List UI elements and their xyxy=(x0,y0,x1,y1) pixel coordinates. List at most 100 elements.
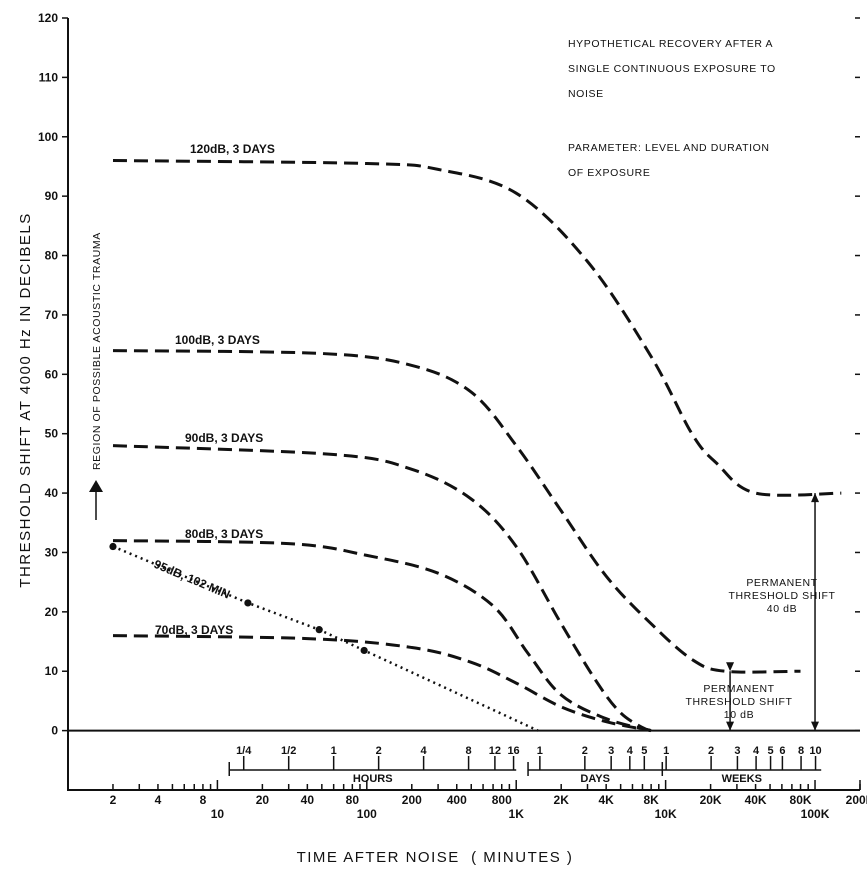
time-tick-label: 16 xyxy=(507,745,519,757)
time-tick-label: 4 xyxy=(627,745,634,757)
x-tick-label: 800 xyxy=(492,793,512,807)
x-tick-label: 4K xyxy=(598,793,614,807)
series-marker xyxy=(244,599,252,607)
time-tick-label: 2 xyxy=(708,745,714,757)
series-label: 90dB, 3 DAYS xyxy=(185,431,263,445)
y-axis-ticks: 0 10 20 30 40 50 60 70 80 90 100 110 120 xyxy=(38,11,860,738)
y-tick-label: 0 xyxy=(51,724,58,738)
x-tick-label: 10K xyxy=(655,807,677,821)
y-tick-label: 50 xyxy=(45,427,59,441)
y-tick-label: 100 xyxy=(38,130,58,144)
pts-40-arrow-head-bottom xyxy=(811,721,820,731)
time-tick-label: 10 xyxy=(809,745,821,757)
y-axis-title: THRESHOLD SHIFT AT 4000 Hz IN DECIBELS xyxy=(17,212,34,587)
axes-border xyxy=(67,18,860,791)
parameter-note-line: PARAMETER: LEVEL AND DURATION xyxy=(568,142,770,154)
x-tick-label: 40 xyxy=(301,793,315,807)
y-tick-label: 80 xyxy=(45,249,59,263)
time-tick-label: 6 xyxy=(779,745,785,757)
region-arrow-head xyxy=(89,480,103,492)
annotations: THRESHOLD SHIFT AT 4000 Hz IN DECIBELS T… xyxy=(17,38,835,866)
time-unit-label: DAYS xyxy=(580,773,610,785)
x-tick-label: 100 xyxy=(357,807,377,821)
time-tick-label: 5 xyxy=(768,745,774,757)
x-tick-label: 400 xyxy=(447,793,467,807)
pts-10-arrow-head-top xyxy=(726,662,735,672)
time-tick-label: 3 xyxy=(734,745,740,757)
y-tick-label: 70 xyxy=(45,308,59,322)
x-tick-label: 40K xyxy=(745,793,767,807)
time-tick-label: 8 xyxy=(798,745,804,757)
x-tick-label: 20 xyxy=(256,793,270,807)
x-tick-label: 200 xyxy=(402,793,422,807)
y-tick-label: 40 xyxy=(45,486,59,500)
time-unit-label: WEEKS xyxy=(722,773,762,785)
series-line xyxy=(112,159,842,497)
pts-40-label-line: THRESHOLD SHIFT xyxy=(728,590,835,602)
time-tick-label: 5 xyxy=(641,745,647,757)
series-label: 80dB, 3 DAYS xyxy=(185,527,263,541)
parameter-note-line: OF EXPOSURE xyxy=(568,167,650,179)
time-tick-label: 1 xyxy=(537,745,543,757)
y-tick-label: 120 xyxy=(38,11,58,25)
pts-10-arrow-head-bottom xyxy=(726,721,735,731)
pts-10-label-line: PERMANENT xyxy=(703,683,774,695)
x-tick-label: 8K xyxy=(643,793,659,807)
x-tick-label: 8 xyxy=(200,793,207,807)
x-tick-label: 2K xyxy=(554,793,570,807)
series-line xyxy=(112,634,652,733)
y-tick-label: 110 xyxy=(39,70,59,84)
pts-40-label-line: PERMANENT xyxy=(746,577,817,589)
time-tick-label: 4 xyxy=(421,745,428,757)
series-line xyxy=(112,539,652,733)
series-marker xyxy=(109,542,117,551)
chart-title-line: NOISE xyxy=(568,88,604,100)
time-tick-label: 3 xyxy=(608,745,614,757)
series-label: 120dB, 3 DAYS xyxy=(190,142,275,156)
time-unit-label: HOURS xyxy=(353,773,393,785)
y-tick-label: 20 xyxy=(45,605,59,619)
series-line xyxy=(112,349,801,674)
x-tick-label: 2 xyxy=(110,793,117,807)
axes-frame xyxy=(67,18,860,791)
time-tick-label: 2 xyxy=(582,745,588,757)
time-tick-label: 4 xyxy=(753,745,760,757)
series-label: 95dB, 102 MIN xyxy=(152,557,232,602)
x-tick-label: 80 xyxy=(346,793,360,807)
y-tick-label: 10 xyxy=(45,664,59,678)
pts-40-label-line: 40 dB xyxy=(767,603,797,615)
x-tick-label: 100K xyxy=(801,807,830,821)
pts-10-label-line: THRESHOLD SHIFT xyxy=(685,696,792,708)
x-tick-label: 200K xyxy=(846,793,867,807)
pts-40-arrow-head-top xyxy=(811,493,820,503)
chart-title-line: SINGLE CONTINUOUS EXPOSURE TO xyxy=(568,63,776,75)
series-line xyxy=(112,444,652,733)
x-tick-label: 80K xyxy=(790,793,812,807)
y-tick-label: 60 xyxy=(45,367,59,381)
x-tick-label: 4 xyxy=(155,793,162,807)
y-tick-label: 30 xyxy=(45,545,59,559)
x-axis-title: TIME AFTER NOISE ( MINUTES ) xyxy=(297,849,574,866)
time-tick-label: 8 xyxy=(466,745,472,757)
recovery-curves: 120dB, 3 DAYS 100dB, 3 DAYS 90dB, 3 DAYS 80… xyxy=(109,142,842,733)
x-axis-ticks: 2 4 8 20 40 80 200 400 800 2K 4K 8K 20K 40K 80K 200K 10 1… xyxy=(110,780,867,821)
time-tick-label: 1/4 xyxy=(236,745,252,757)
series-label: 70dB, 3 DAYS xyxy=(155,623,233,637)
time-tick-label: 1/2 xyxy=(281,745,296,757)
y-tick-label: 90 xyxy=(45,189,59,203)
time-tick-label: 1 xyxy=(663,745,669,757)
x-tick-label: 20K xyxy=(700,793,722,807)
time-tick-label: 12 xyxy=(489,745,501,757)
time-tick-label: 1 xyxy=(331,745,337,757)
region-trauma-label: REGION OF POSSIBLE ACOUSTIC TRAUMA xyxy=(91,232,103,470)
x-tick-label: 1K xyxy=(509,807,525,821)
series-marker xyxy=(360,646,368,655)
x-tick-label: 10 xyxy=(211,807,225,821)
time-tick-label: 2 xyxy=(376,745,382,757)
series-marker xyxy=(315,626,323,634)
chart-title-line: HYPOTHETICAL RECOVERY AFTER A xyxy=(568,38,773,50)
series-label: 100dB, 3 DAYS xyxy=(175,333,260,347)
pts-10-label-line: 10 dB xyxy=(724,709,754,721)
